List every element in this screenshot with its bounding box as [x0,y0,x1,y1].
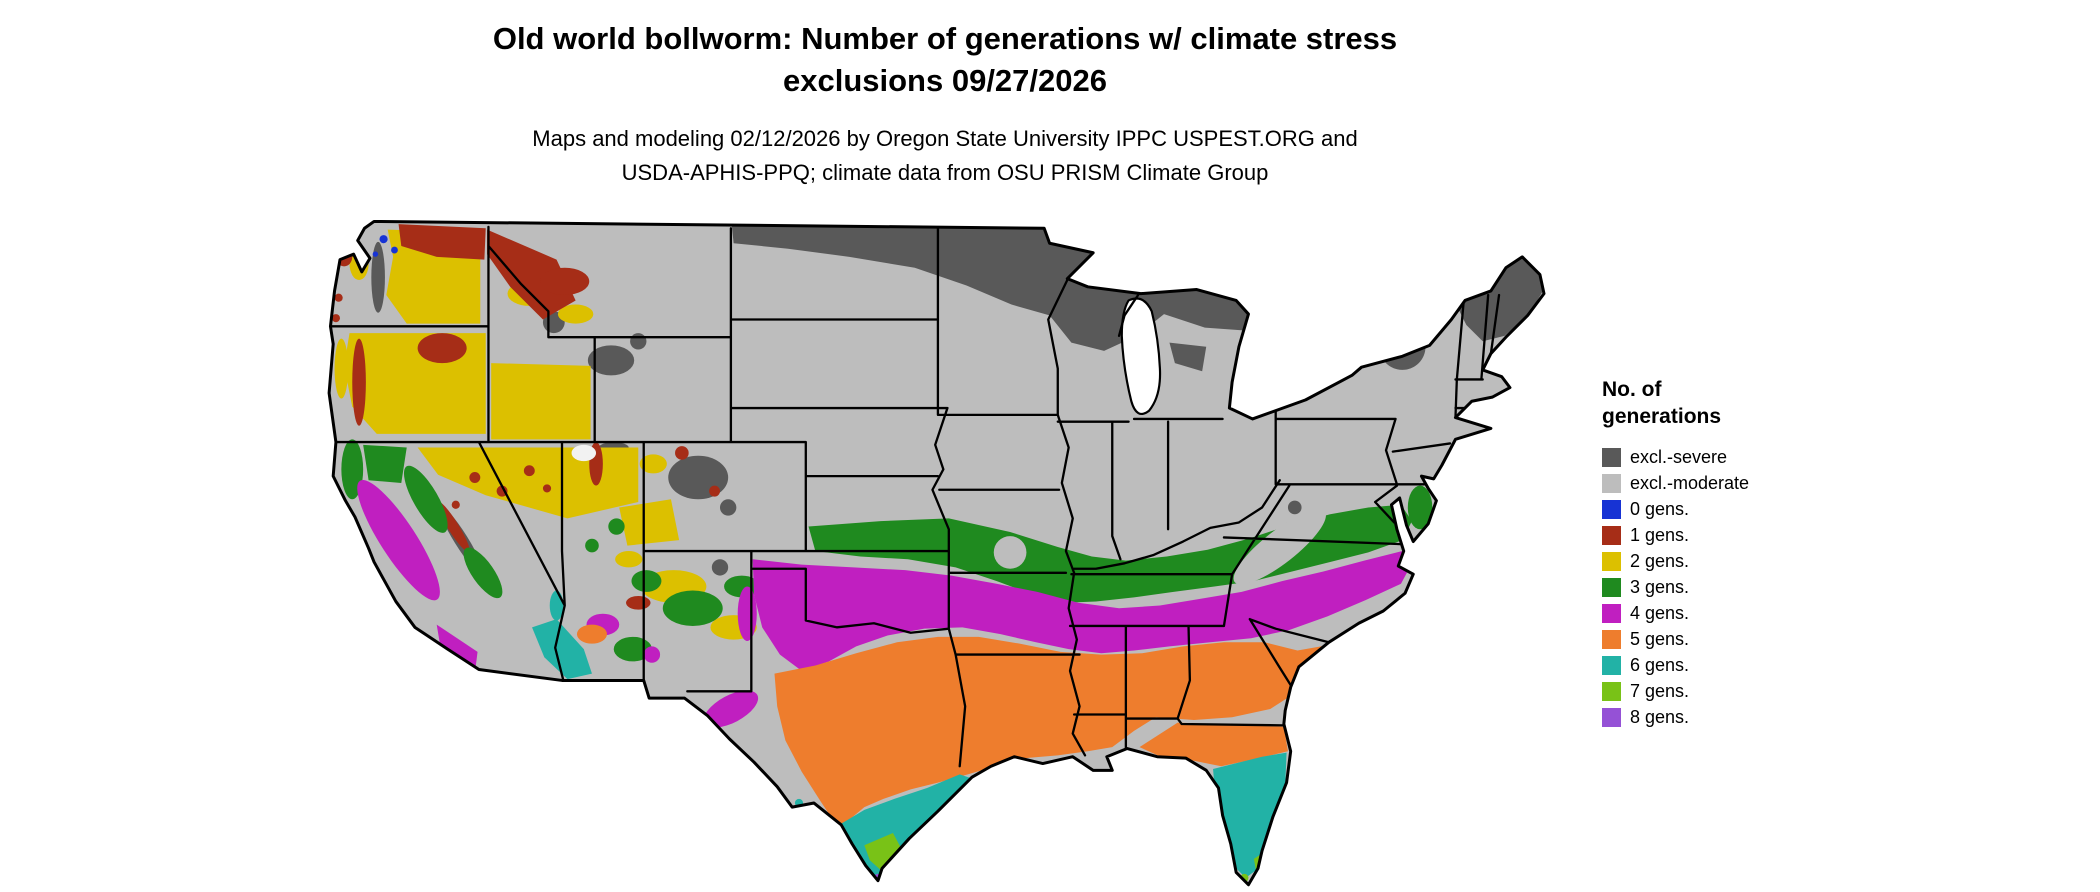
legend-item: excl.-moderate [1602,470,1749,496]
map-layer-8-gens [873,873,1265,885]
legend-item-label: 0 gens. [1630,498,1690,519]
legend-item-label: 2 gens. [1630,550,1690,571]
legend: No. of generations excl.-severe excl.-mod… [1602,376,1749,730]
legend-item-label: 3 gens. [1630,576,1690,597]
map-layer-0-gens [372,235,398,257]
legend-swatch [1602,499,1621,519]
legend-item: 3 gens. [1602,574,1749,600]
page-title: Old world bollworm: Number of generation… [0,18,1890,102]
map-title-line1: Old world bollworm: Number of generation… [492,21,1398,56]
legend-item: 4 gens. [1602,600,1749,626]
legend-item: 1 gens. [1602,522,1749,548]
legend-item-label: 1 gens. [1630,524,1690,545]
map-subtitle: Maps and modeling 02/12/2026 by Oregon S… [0,122,1890,190]
legend-item-label: excl.-moderate [1630,472,1750,493]
legend-title-line1: No. of [1602,378,1662,401]
legend-swatch [1602,707,1621,727]
lakes [571,297,1162,462]
legend-item: 7 gens. [1602,678,1749,704]
great-salt-lake [571,444,597,462]
legend-item-label: 5 gens. [1630,628,1690,649]
legend-item-label: 4 gens. [1630,602,1690,623]
legend-swatch [1602,551,1621,571]
map-subtitle-line2: USDA-APHIS-PPQ; climate data from OSU PR… [621,160,1269,185]
legend-swatch [1602,525,1621,545]
legend-item-label: 6 gens. [1630,654,1690,675]
legend-item: excl.-severe [1602,444,1749,470]
legend-item-label: 8 gens. [1630,706,1690,727]
legend-item: 0 gens. [1602,496,1749,522]
legend-swatch [1602,655,1621,675]
legend-title: No. of generations [1602,376,1749,430]
us-map [327,219,1546,887]
legend-items: excl.-severe excl.-moderate 0 gens. 1 gens.… [1602,444,1749,730]
state-borders [329,225,1501,768]
legend-swatch [1602,447,1621,467]
legend-swatch [1602,603,1621,623]
legend-swatch [1602,473,1621,493]
map-title-line2: exclusions 09/27/2026 [782,63,1107,98]
map-layer-7-gens [864,832,1275,883]
legend-item-label: 7 gens. [1630,680,1690,701]
us-outline [327,219,1546,887]
map-layer-5-gens [576,624,1336,827]
legend-item: 5 gens. [1602,626,1749,652]
legend-swatch [1602,681,1621,701]
map-layer-appalachian-gray [993,509,1326,585]
lake-michigan [1120,297,1162,415]
legend-swatch [1602,629,1621,649]
legend-item-label: excl.-severe [1630,446,1728,467]
map-subtitle-line1: Maps and modeling 02/12/2026 by Oregon S… [532,126,1358,151]
legend-title-line2: generations [1602,405,1722,428]
legend-item: 2 gens. [1602,548,1749,574]
legend-swatch [1602,577,1621,597]
legend-item: 8 gens. [1602,704,1749,730]
legend-item: 6 gens. [1602,652,1749,678]
